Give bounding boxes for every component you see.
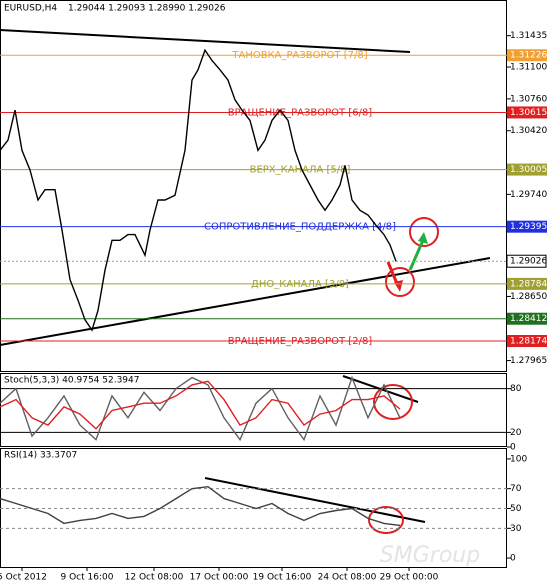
- y-tick-label: 70: [510, 484, 522, 494]
- level-price: 1.29395: [510, 222, 547, 232]
- y-tick-label: 30: [510, 524, 522, 534]
- y-tick-label: 80: [510, 384, 522, 394]
- stoch-title: Stoch(5,3,3) 40.9754 52.3947: [4, 376, 139, 386]
- level-price: 1.28784: [510, 279, 547, 289]
- level-price: 1.28412: [510, 314, 547, 324]
- level-price-box: [507, 49, 547, 62]
- x-tick-label: 19 Oct 16:00: [253, 573, 312, 583]
- y-tick-label: 1.30760: [510, 94, 547, 104]
- x-tick-label: 5 Oct 2012: [0, 573, 47, 583]
- circle-mark: [373, 384, 413, 420]
- series-line: [0, 380, 401, 430]
- main-frame: [0, 0, 507, 372]
- last-price-box: [506, 254, 547, 268]
- arrow-head: [394, 280, 403, 292]
- y-tick-label: 1.28650: [510, 292, 547, 302]
- circle-mark: [368, 506, 404, 534]
- level-label: ДНО_КАНАЛА [3/8]: [251, 279, 349, 290]
- y-tick-label: 1.31100: [510, 63, 547, 73]
- x-tick-label: 12 Oct 08:00: [125, 573, 184, 583]
- level-price-box: [507, 335, 547, 348]
- x-tick-label: 9 Oct 16:00: [61, 573, 114, 583]
- stoch-frame: [0, 373, 507, 447]
- level-label: ВРАЩЕНИЕ_РАЗВОРОТ [6/8]: [228, 107, 373, 118]
- level-price-box: [507, 312, 547, 325]
- trend-line: [204, 477, 426, 523]
- y-tick-label: 0: [510, 554, 516, 564]
- y-tick-label: 20: [510, 428, 522, 438]
- level-price-box: [507, 277, 547, 290]
- arrow-head: [418, 232, 428, 244]
- level-price-box: [507, 163, 547, 176]
- y-tick-label: 50: [510, 504, 522, 514]
- level-label: СОПРОТИВЛЕНИЕ_ПОДДЕРЖКА [4/8]: [204, 222, 396, 233]
- x-tick-label: 17 Oct 00:00: [190, 573, 249, 583]
- ohlc: 1.29044 1.29093 1.28990 1.29026: [68, 4, 226, 14]
- circle-mark: [385, 267, 415, 297]
- watermark: SMGroup: [380, 543, 480, 568]
- trend-line: [0, 257, 491, 346]
- x-tick-label: 24 Oct 08:00: [318, 573, 377, 583]
- circle-mark: [409, 217, 439, 247]
- last-price: 1.29026: [510, 257, 547, 267]
- level-price: 1.31226: [510, 51, 547, 61]
- level-price-box: [507, 106, 547, 119]
- level-price: 1.28174: [510, 337, 547, 347]
- level-label: ВРАЩЕНИЕ_РАЗВОРОТ [2/8]: [228, 336, 373, 347]
- y-tick-label: 0: [510, 443, 516, 453]
- level-label: ТАНОВКА_РАЗВОРОТ [7/8]: [231, 50, 367, 61]
- y-tick-label: 1.27965: [510, 356, 547, 366]
- y-tick-label: 1.29740: [510, 190, 547, 200]
- trend-line: [0, 29, 411, 53]
- symbol: EURUSD,H4: [4, 4, 57, 14]
- level-label: ВЕРХ_КАНАЛА [5/8]: [250, 165, 351, 176]
- price-line: [0, 485, 401, 527]
- rsi-title: RSI(14) 33.3707: [4, 451, 77, 461]
- level-price: 1.30005: [510, 165, 547, 175]
- series-line: [0, 375, 401, 442]
- y-tick-label: 1.30420: [510, 126, 547, 136]
- y-tick-label: 100: [510, 454, 527, 464]
- price-line: [0, 48, 397, 332]
- x-tick-label: 29 Oct 00:00: [380, 573, 439, 583]
- level-price-box: [507, 220, 547, 233]
- y-tick-label: 1.31435: [510, 31, 547, 41]
- level-price: 1.30615: [510, 108, 547, 118]
- arrow: [408, 237, 426, 271]
